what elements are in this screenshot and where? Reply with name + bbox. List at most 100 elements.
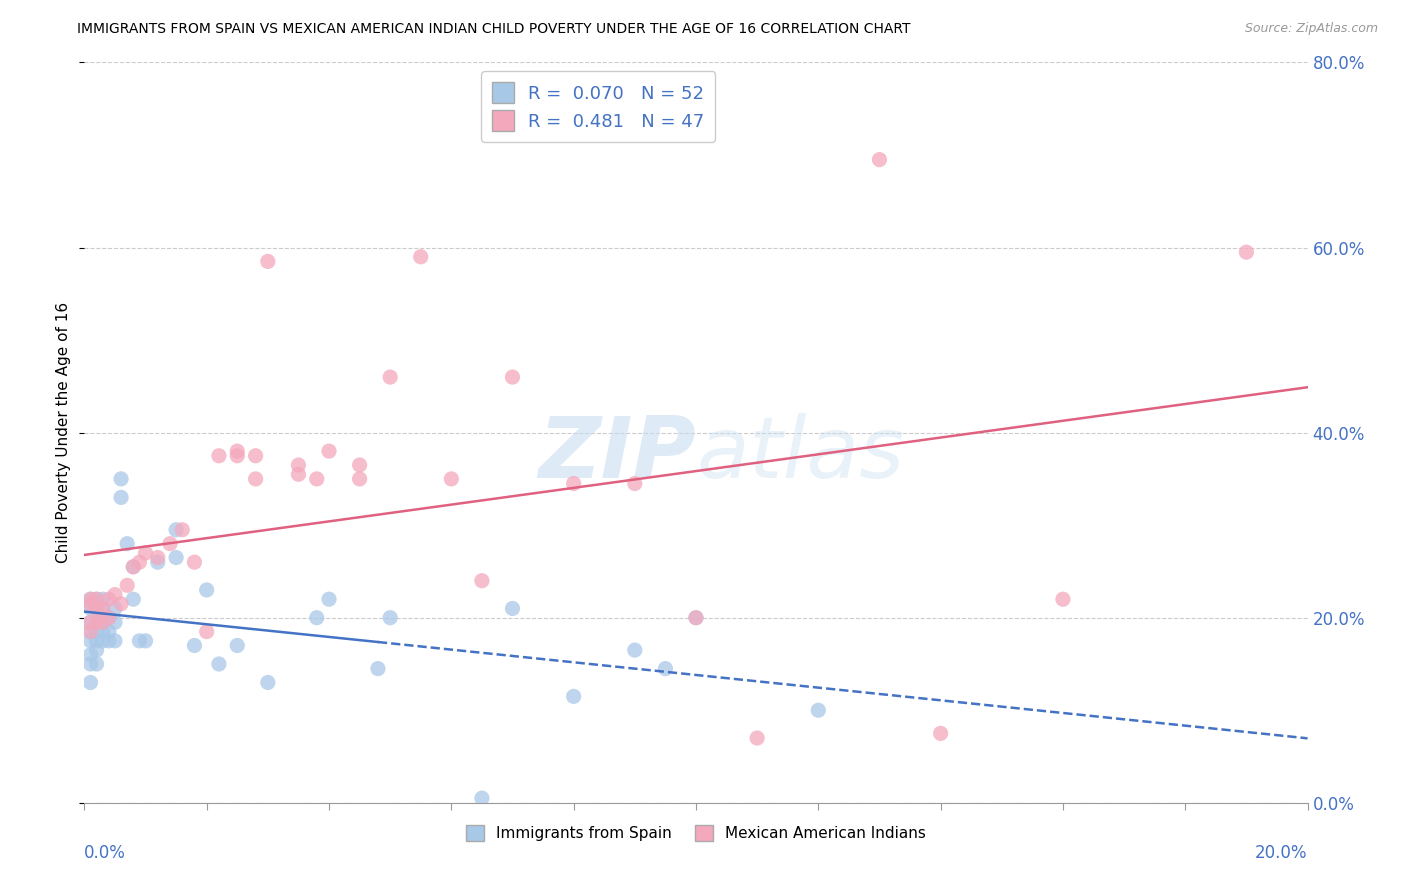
Point <box>86 643 108 657</box>
Point <box>86 592 108 607</box>
Point <box>165 550 187 565</box>
Point <box>91 633 114 648</box>
Point <box>287 458 309 472</box>
Point <box>97 624 120 639</box>
Point <box>929 726 952 740</box>
Point <box>226 449 249 463</box>
Point <box>97 610 120 624</box>
Point <box>624 643 647 657</box>
Point <box>305 472 328 486</box>
Point <box>97 633 120 648</box>
Y-axis label: Child Poverty Under the Age of 16: Child Poverty Under the Age of 16 <box>56 302 72 563</box>
Point <box>471 791 494 805</box>
Point <box>122 592 145 607</box>
Point <box>245 472 267 486</box>
Point <box>807 703 830 717</box>
Point <box>86 601 108 615</box>
Point <box>86 624 108 639</box>
Point <box>91 601 114 615</box>
Point <box>86 615 108 630</box>
Point <box>79 601 101 615</box>
Point <box>110 491 132 505</box>
Point <box>226 444 249 458</box>
Point <box>257 675 280 690</box>
Point <box>104 633 127 648</box>
Point <box>624 476 647 491</box>
Point <box>318 444 340 458</box>
Point <box>257 254 280 268</box>
Legend: Immigrants from Spain, Mexican American Indians: Immigrants from Spain, Mexican American … <box>460 819 932 847</box>
Point <box>654 662 676 676</box>
Point <box>195 582 218 597</box>
Point <box>159 536 181 550</box>
Point <box>1052 592 1074 607</box>
Point <box>110 472 132 486</box>
Point <box>318 592 340 607</box>
Point <box>86 601 108 615</box>
Text: 20.0%: 20.0% <box>1256 845 1308 863</box>
Point <box>79 633 101 648</box>
Point <box>226 639 249 653</box>
Point <box>165 523 187 537</box>
Point <box>440 472 463 486</box>
Point <box>91 624 114 639</box>
Point <box>685 610 707 624</box>
Point <box>135 546 157 560</box>
Point <box>79 615 101 630</box>
Point <box>183 639 205 653</box>
Point <box>208 449 231 463</box>
Point <box>380 610 402 624</box>
Point <box>104 615 127 630</box>
Point <box>146 555 169 569</box>
Point <box>183 555 205 569</box>
Text: IMMIGRANTS FROM SPAIN VS MEXICAN AMERICAN INDIAN CHILD POVERTY UNDER THE AGE OF : IMMIGRANTS FROM SPAIN VS MEXICAN AMERICA… <box>77 22 911 37</box>
Point <box>104 588 127 602</box>
Point <box>91 615 114 630</box>
Point <box>305 610 328 624</box>
Point <box>91 601 114 615</box>
Point <box>349 458 371 472</box>
Point <box>562 476 585 491</box>
Point <box>685 610 707 624</box>
Point <box>79 597 101 611</box>
Point <box>79 615 101 630</box>
Point <box>79 648 101 662</box>
Point <box>146 550 169 565</box>
Point <box>409 250 432 264</box>
Point <box>128 633 150 648</box>
Point <box>115 578 138 592</box>
Point <box>86 615 108 630</box>
Point <box>79 624 101 639</box>
Point <box>79 657 101 671</box>
Point <box>380 370 402 384</box>
Point <box>86 657 108 671</box>
Point <box>110 597 132 611</box>
Point <box>135 633 157 648</box>
Point <box>122 559 145 574</box>
Point <box>79 592 101 607</box>
Point <box>502 370 524 384</box>
Text: Source: ZipAtlas.com: Source: ZipAtlas.com <box>1244 22 1378 36</box>
Text: atlas: atlas <box>696 413 904 496</box>
Text: ZIP: ZIP <box>538 413 696 496</box>
Point <box>128 555 150 569</box>
Point <box>287 467 309 482</box>
Point <box>208 657 231 671</box>
Point <box>91 592 114 607</box>
Point <box>91 615 114 630</box>
Point <box>1236 245 1258 260</box>
Point <box>172 523 194 537</box>
Point <box>104 601 127 615</box>
Point <box>562 690 585 704</box>
Text: 0.0%: 0.0% <box>84 845 127 863</box>
Point <box>245 449 267 463</box>
Point <box>86 592 108 607</box>
Point <box>367 662 389 676</box>
Point <box>502 601 524 615</box>
Point <box>122 559 145 574</box>
Point <box>97 610 120 624</box>
Point <box>195 624 218 639</box>
Point <box>79 592 101 607</box>
Point <box>869 153 891 167</box>
Point <box>747 731 769 745</box>
